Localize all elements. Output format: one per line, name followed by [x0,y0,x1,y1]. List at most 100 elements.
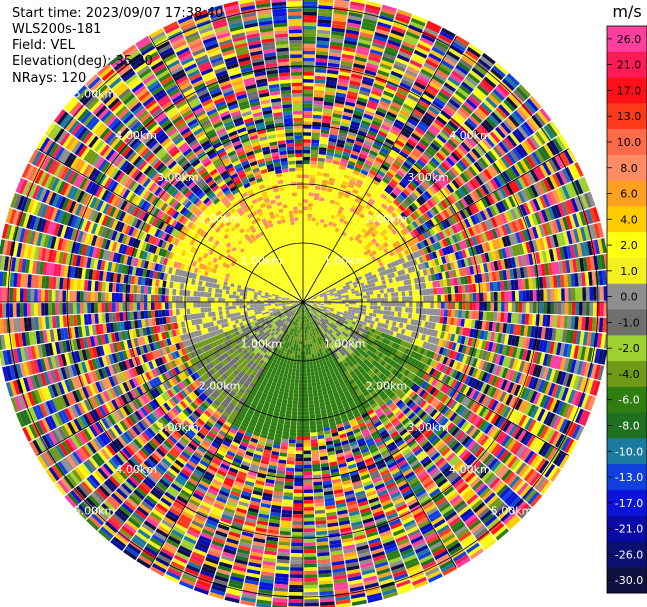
velocity-cell [388,230,395,238]
velocity-cell [410,202,419,211]
velocity-cell [524,215,532,228]
velocity-cell [303,54,315,59]
velocity-cell [338,229,344,235]
velocity-cell [326,151,335,157]
velocity-cell [398,245,404,252]
velocity-cell [303,149,311,154]
velocity-cell [454,309,459,318]
velocity-cell [307,259,310,264]
velocity-cell [359,295,364,299]
velocity-cell [440,146,451,157]
velocity-cell [386,134,397,143]
velocity-cell [311,221,316,226]
velocity-cell [490,148,501,160]
velocity-cell [451,41,466,52]
velocity-cell [352,304,357,308]
velocity-cell [540,145,551,160]
velocity-cell [319,193,326,199]
velocity-cell [303,295,305,299]
velocity-cell [327,235,332,241]
velocity-cell [305,292,308,296]
velocity-cell [435,232,442,241]
velocity-cell [310,368,315,373]
velocity-cell [428,174,437,184]
velocity-cell [429,142,440,152]
velocity-cell [328,289,333,292]
velocity-cell [587,191,596,207]
velocity-cell [310,282,313,287]
velocity-cell [373,35,388,43]
velocity-cell [592,286,597,301]
velocity-cell [356,179,364,186]
velocity-cell [385,46,399,54]
velocity-cell [499,81,513,94]
velocity-cell [420,262,426,270]
velocity-cell [395,265,401,271]
velocity-cell [314,82,326,88]
velocity-cell [483,292,488,302]
velocity-cell [459,58,473,70]
velocity-cell [305,277,307,282]
velocity-cell [426,288,431,295]
velocity-cell [320,272,324,277]
velocity-cell [312,296,317,299]
velocity-cell [309,267,313,272]
velocity-cell [316,211,322,216]
velocity-cell [314,371,319,376]
velocity-cell [325,155,334,160]
velocity-cell [501,236,508,248]
velocity-cell [413,200,421,208]
velocity-cell [367,130,378,137]
velocity-cell [332,280,337,285]
velocity-cell [303,217,308,221]
velocity-cell [314,246,318,251]
velocity-cell [518,105,531,119]
velocity-cell [444,104,456,115]
velocity-cell [385,197,393,205]
velocity-cell [410,245,416,253]
velocity-cell [455,293,459,302]
velocity-cell [345,281,350,286]
velocity-cell [408,222,416,231]
velocity-cell [392,98,404,107]
velocity-cell [470,163,481,175]
velocity-cell [335,146,344,152]
velocity-cell [374,235,380,242]
velocity-cell [373,140,383,148]
velocity-cell [380,97,392,105]
velocity-cell [418,195,427,204]
velocity-cell [382,120,393,129]
velocity-cell [305,284,307,289]
velocity-cell [494,227,502,238]
velocity-cell [341,180,349,187]
velocity-cell [328,59,341,65]
velocity-cell [482,282,487,292]
velocity-cell [466,46,481,58]
velocity-cell [340,214,347,220]
velocity-cell [529,169,540,183]
velocity-cell [324,94,335,100]
velocity-cell [373,305,378,310]
velocity-cell [490,178,499,190]
velocity-cell [557,203,566,217]
velocity-cell [318,251,322,256]
velocity-cell [582,287,587,301]
velocity-cell [326,273,331,277]
velocity-cell [435,249,441,258]
velocity-cell [311,135,320,140]
velocity-cell [535,196,544,210]
velocity-cell [485,207,494,218]
velocity-cell [432,195,441,204]
velocity-cell [303,238,307,242]
velocity-cell [434,224,442,233]
velocity-cell [322,249,326,254]
velocity-cell [312,296,317,299]
velocity-cell [321,256,326,261]
velocity-cell [340,121,350,128]
velocity-cell [511,290,516,302]
velocity-cell [307,213,312,218]
velocity-cell [428,81,441,91]
velocity-cell [457,250,464,260]
velocity-cell [382,284,387,289]
velocity-cell [357,175,366,182]
